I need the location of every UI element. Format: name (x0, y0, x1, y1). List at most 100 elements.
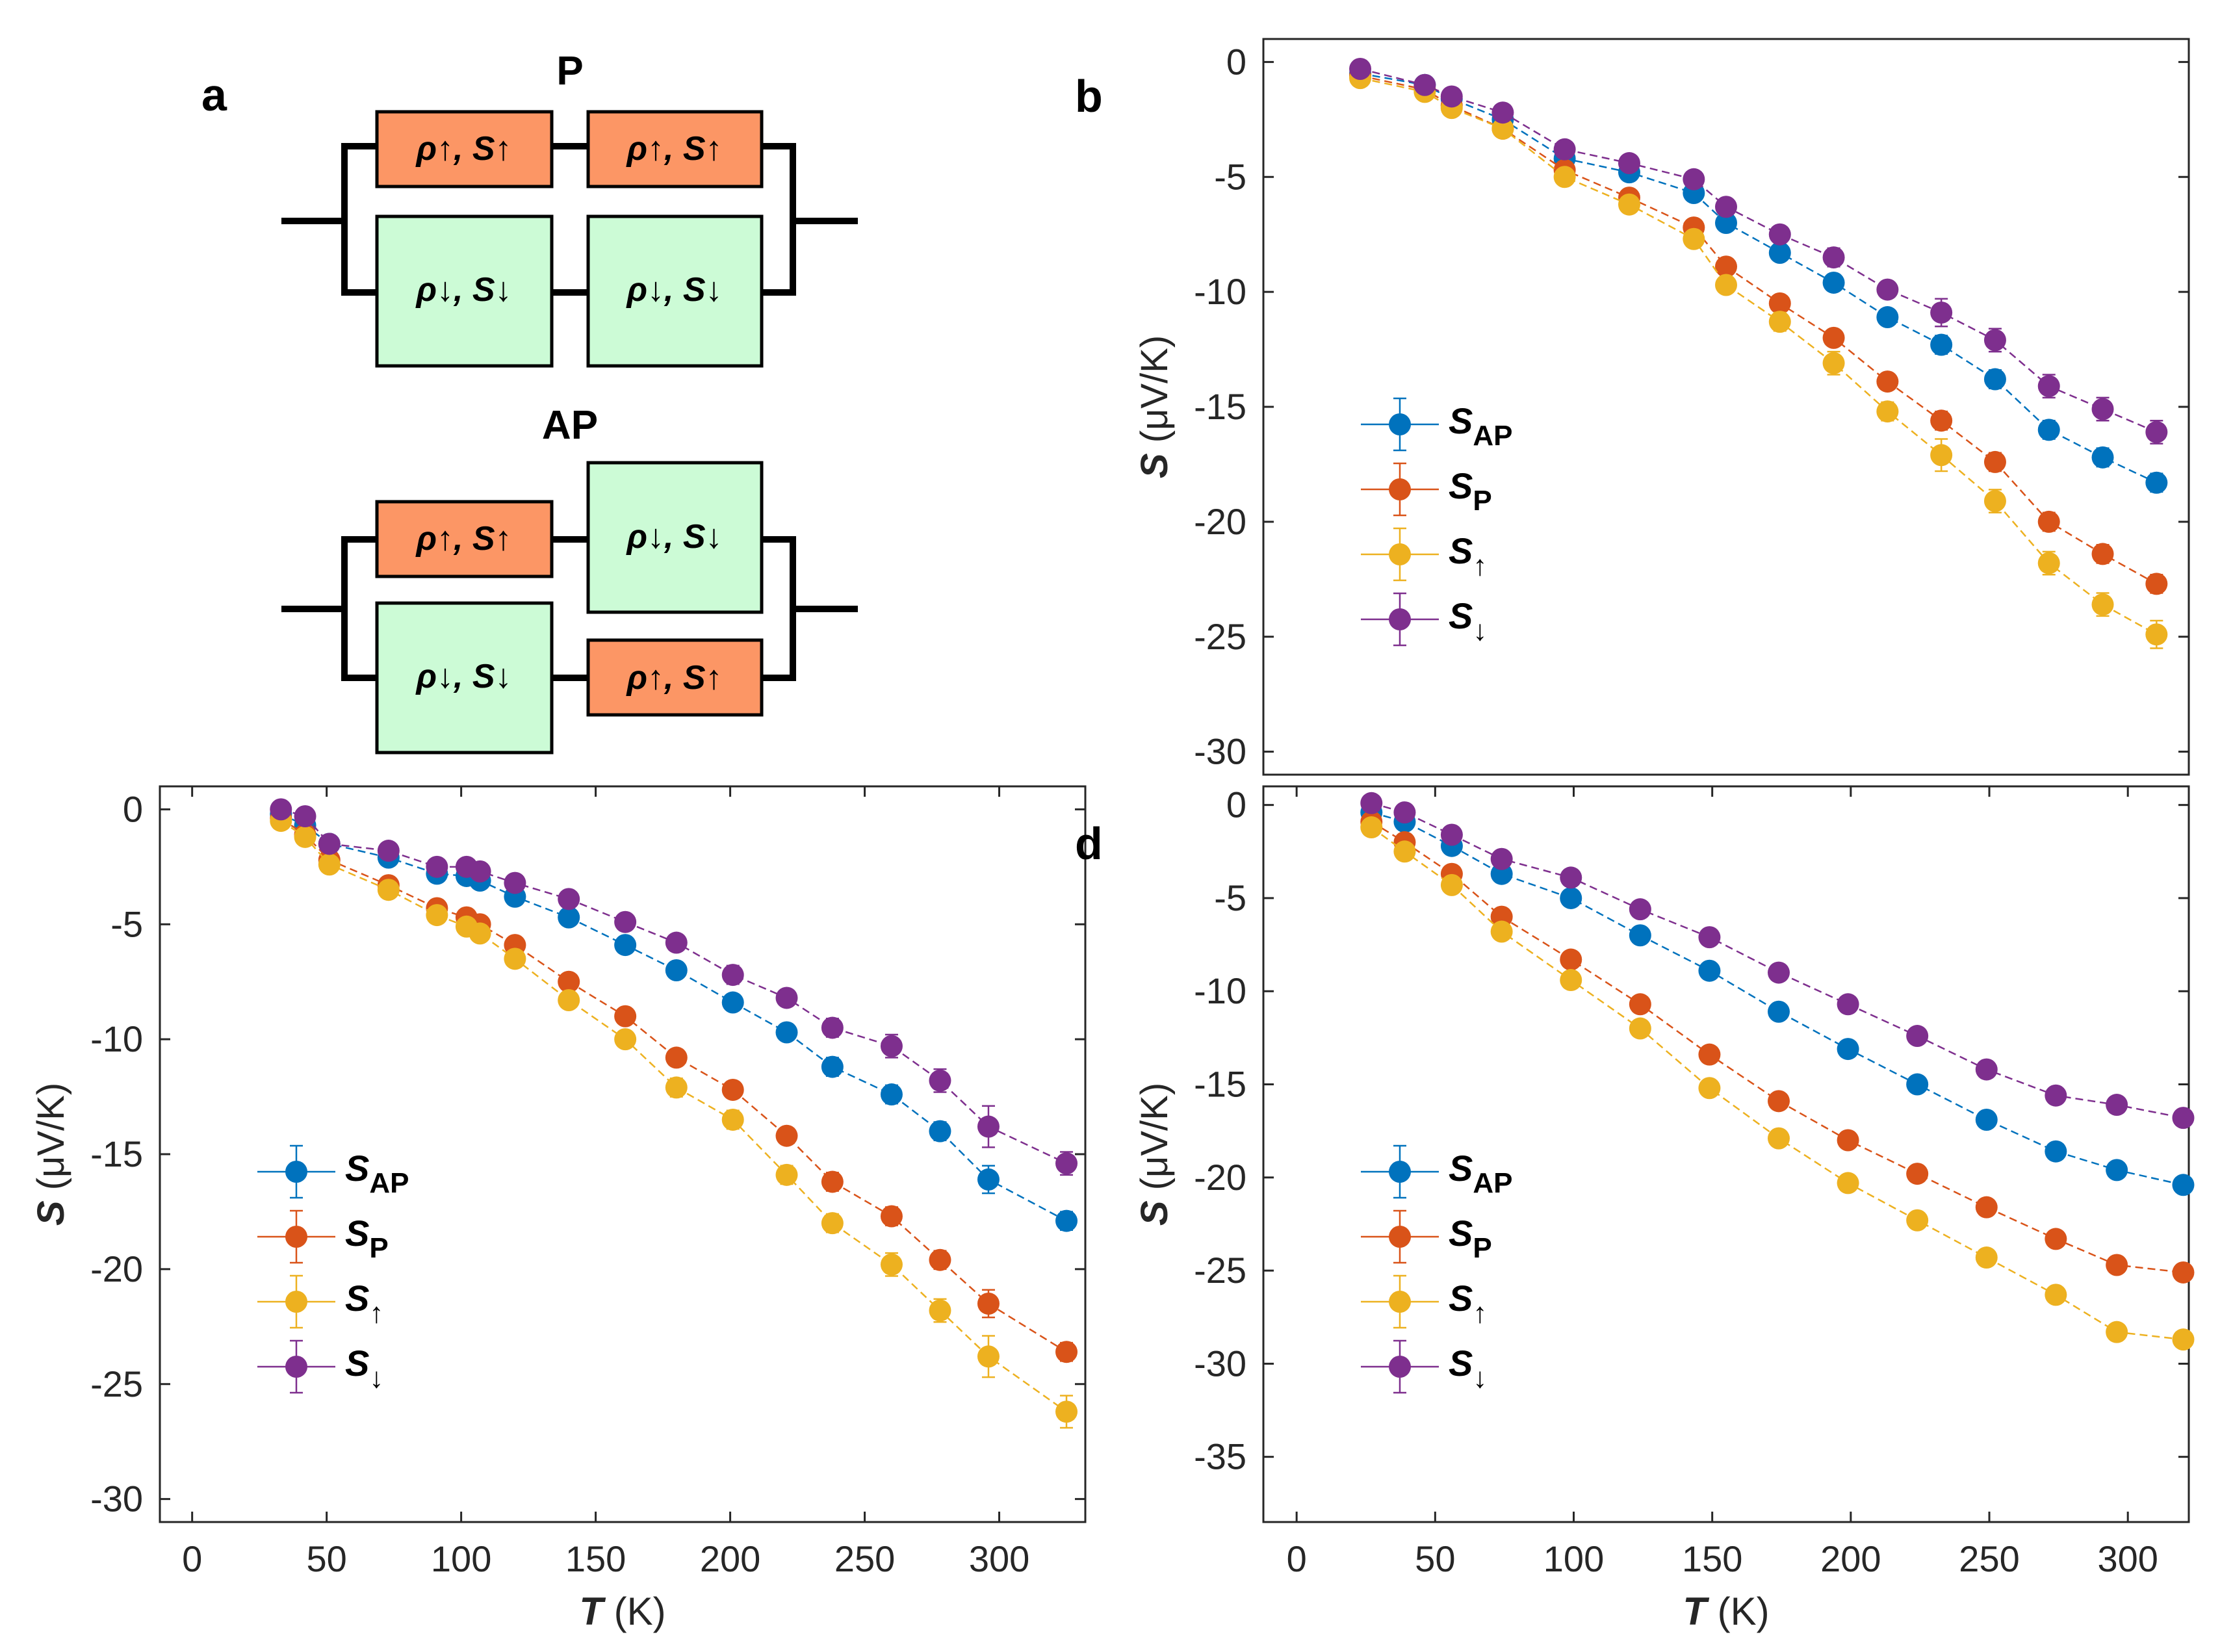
chart-d-ytick-label: -5 (1214, 877, 1246, 918)
chart-c-xlabel-symbol: T (579, 1590, 606, 1633)
p-down-resistor-2: ρ↓, S↓ (586, 214, 764, 368)
chart-d-legend-marker (1389, 1161, 1411, 1183)
chart-d-legend-marker (1389, 1356, 1411, 1378)
chart-b-data-point (2091, 398, 2114, 420)
chart-d-data-point (1768, 1090, 1790, 1113)
chart-b-data-point (1930, 409, 1953, 432)
chart-c-data-point (377, 879, 400, 901)
chart-b-ytick-label: -10 (1194, 271, 1246, 312)
chart-d-legend-label-main: S (1449, 1278, 1473, 1319)
chart-b-data-point (2145, 471, 2168, 494)
chart-d-legend-label-main: S (1449, 1148, 1473, 1189)
chart-d-data-point (2106, 1159, 2128, 1181)
chart-c-data-point (721, 1078, 744, 1101)
chart-d-data-point (2106, 1254, 2128, 1276)
chart-c-data-point (469, 922, 491, 945)
chart-b-data-point (1876, 400, 1899, 423)
chart-b-ytick-label: -15 (1194, 386, 1246, 427)
chart-d-data-point (1975, 1058, 1998, 1081)
chart-b-legend-label-sub: P (1473, 485, 1491, 517)
chart-d-data-point (1490, 847, 1513, 870)
chart-b-data-point (1983, 368, 2006, 391)
chart-c-data-point (775, 987, 798, 1009)
chart-d-data-point (2172, 1261, 2195, 1284)
chart-d-data-point (1698, 959, 1721, 982)
chart-c-data-point (614, 934, 637, 957)
chart-b-data-point (1983, 450, 2006, 473)
chart-d-ytick-label: -30 (1194, 1343, 1246, 1384)
chart-d-data-point (1768, 1127, 1790, 1150)
chart-b-data-point (1822, 352, 1845, 374)
chart-d-legend-label-sub: ↓ (1473, 1362, 1487, 1394)
chart-c-xtick-label: 150 (565, 1538, 626, 1579)
chart-d-legend-label-main: S (1449, 1213, 1473, 1254)
chart-c-legend-item-0: SAP (257, 1144, 409, 1199)
p-down-resistor-1-label: ρ↓, S↓ (415, 271, 511, 309)
ap-down-resistor-bottom-label: ρ↓, S↓ (415, 658, 511, 695)
ap-down-resistor-top: ρ↓, S↓ (586, 461, 764, 614)
chart-d-xtick-label: 300 (2097, 1538, 2158, 1579)
chart-b-data-point (1983, 329, 2006, 352)
chart-b-legend-item-2: S↑ (1361, 527, 1487, 582)
chart-b-data-point (1618, 152, 1640, 175)
chart-c-data-point (929, 1120, 951, 1142)
chart-b-data-point (1768, 223, 1791, 246)
chart-d-data-point (1837, 1172, 1859, 1194)
chart-d-data-point (1906, 1209, 1929, 1232)
chart-d-data-point (1698, 1077, 1721, 1100)
chart-d-data-point (1629, 1017, 1651, 1040)
chart-b-legend-label: S↑ (1449, 530, 1487, 582)
chart-b-data-point (1491, 117, 1514, 140)
chart-d-ytick-label: -20 (1194, 1157, 1246, 1198)
chart-d-xtick-label: 250 (1959, 1538, 2019, 1579)
chart-d-ylabel-symbol: S (1133, 1200, 1176, 1226)
chart-c-data-point (721, 964, 744, 987)
chart-d-ytick-label: -25 (1194, 1250, 1246, 1291)
chart-c-data-point (929, 1299, 951, 1322)
chart-c-data-point (775, 1124, 798, 1147)
chart-d-legend-label: SAP (1449, 1148, 1512, 1199)
chart-d-data-point (1560, 948, 1582, 971)
chart-d-legend-item-3: S↓ (1361, 1339, 1487, 1394)
chart-c-ytick-label: 0 (123, 788, 143, 829)
chart-d-data-point (1629, 898, 1651, 921)
chart-d-series-line (1371, 821, 2184, 1274)
chart-c-data-point (1055, 1341, 1078, 1363)
ap-up-resistor-top-label: ρ↑, S↑ (415, 520, 511, 558)
chart-b-data-point (2037, 419, 2060, 441)
chart-d-legend-label-sub: ↑ (1473, 1297, 1487, 1329)
chart-d-data-point (1975, 1246, 1998, 1269)
chart-c-data-point (880, 1205, 903, 1228)
chart-d-data-point (1698, 926, 1721, 949)
chart-c-ylabel: S (μV/K) (30, 1083, 72, 1226)
p-configuration-title: P (556, 49, 583, 94)
chart-panel-c: 0 -5 -10 -15 -20 -25 -30 0 50 100 150 200 250 300 S (μ… (30, 785, 1087, 1633)
chart-d-data-point (2172, 1174, 2195, 1196)
ap-up-resistor-bottom: ρ↑, S↑ (586, 638, 764, 717)
chart-d-series-2 (1360, 816, 2195, 1351)
chart-c-ytick-label: -15 (90, 1133, 143, 1174)
chart-d-legend-label-main: S (1449, 1343, 1473, 1384)
chart-b-data-point (1930, 301, 1953, 324)
chart-d-legend-marker (1389, 1291, 1411, 1313)
chart-b-legend-marker (1389, 543, 1411, 565)
chart-b-legend-label: SAP (1449, 400, 1512, 452)
chart-b-data-point (1768, 241, 1791, 264)
chart-b-series-line (1360, 72, 2157, 484)
chart-c-legend-label: S↑ (345, 1278, 383, 1329)
chart-c-data-point (294, 825, 316, 848)
chart-b-ytick-label: 0 (1226, 41, 1246, 82)
chart-c-legend-label-sub: P (369, 1232, 388, 1264)
chart-b-legend-label-main: S (1449, 595, 1473, 636)
chart-d-data-point (2106, 1321, 2128, 1343)
chart-c-series-line (280, 813, 1067, 1222)
chart-b-data-point (1930, 444, 1953, 467)
chart-b-legend-marker (1389, 478, 1411, 500)
chart-b-data-point (1983, 490, 2006, 513)
chart-c-data-point (504, 871, 526, 894)
chart-c-series-3 (270, 798, 1078, 1176)
chart-c-data-point (294, 805, 316, 827)
chart-c-data-point (614, 1005, 637, 1027)
chart-d-frame (1262, 785, 2190, 1523)
